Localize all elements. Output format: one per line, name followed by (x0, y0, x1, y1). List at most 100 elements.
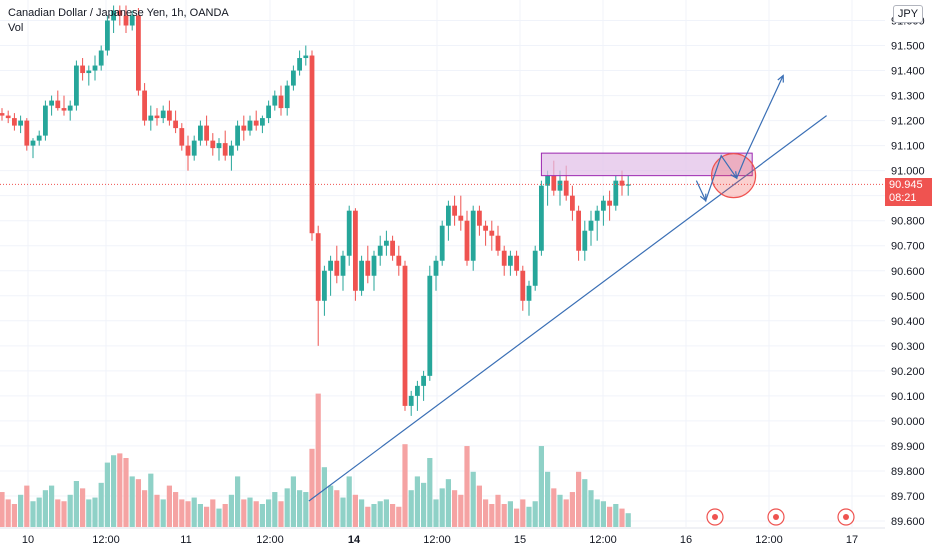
candle-body (551, 175, 557, 191)
candle-body (570, 195, 575, 211)
y-tick-label: 91.500 (891, 41, 925, 53)
volume-bar (346, 476, 352, 527)
volume-bar (545, 471, 551, 527)
y-tick-label: 91.300 (891, 91, 925, 103)
volume-bar (73, 481, 79, 527)
candle-body (483, 225, 488, 231)
candle-body (210, 140, 216, 149)
volume-bar (104, 462, 110, 527)
candle-body (136, 15, 141, 91)
x-tick-label: 11 (180, 534, 191, 546)
candle-body (253, 120, 259, 126)
candle-body (458, 215, 464, 221)
candle-body (526, 285, 532, 301)
candle-body (340, 255, 346, 276)
volume-bar (179, 499, 185, 527)
economic-event-dot (773, 514, 779, 520)
candle-body (117, 10, 123, 16)
symbol-title: Canadian Dollar / Japanese Yen, 1h, OAND… (8, 7, 229, 19)
volume-bar (241, 499, 247, 527)
candle-body (12, 118, 17, 126)
candle-body (67, 105, 73, 111)
volume-bar (259, 504, 265, 527)
volume-bar (396, 506, 402, 527)
candle-body (477, 210, 482, 226)
volume-bar (427, 458, 433, 527)
candle-body (489, 230, 495, 236)
y-tick-label: 91.400 (891, 66, 925, 78)
candle-body (576, 210, 581, 251)
volume-bar (340, 497, 346, 527)
volume-bar (160, 499, 166, 527)
volume-bar (470, 471, 476, 527)
price-axis: 91.60091.50091.40091.30091.20091.10091.0… (891, 16, 925, 529)
y-tick-label: 91.100 (891, 141, 925, 153)
x-tick-label: 12:00 (92, 534, 120, 546)
candle-body (80, 65, 85, 74)
candle-body (291, 70, 296, 86)
candle-body (105, 20, 110, 51)
candle-body (247, 120, 253, 131)
volume-bar (210, 499, 216, 527)
candle-body (315, 233, 321, 301)
y-tick-label: 89.600 (891, 516, 925, 528)
volume-label: Vol (8, 22, 24, 34)
x-tick-label: 17 (846, 534, 858, 546)
x-tick-label: 15 (514, 534, 526, 546)
volume-bar (526, 506, 532, 527)
candle-body (167, 110, 172, 121)
candle-body (173, 120, 178, 129)
candle-body (241, 125, 247, 131)
volume-bar (253, 501, 259, 527)
candle-body (594, 210, 600, 221)
volume-bar (383, 499, 389, 527)
arrow-head-icon (699, 193, 707, 202)
candle-body (402, 265, 408, 406)
currency-badge[interactable]: JPY (893, 5, 923, 23)
candle-body (365, 260, 371, 276)
ascending-trendline[interactable] (308, 115, 827, 502)
candle-body (55, 100, 61, 109)
volume-bar (607, 506, 613, 527)
candle-body (582, 230, 588, 251)
candle-body (98, 50, 104, 66)
volume-bar (235, 476, 241, 527)
volume-bar (98, 482, 104, 527)
candle-body (408, 395, 414, 406)
candle-body (601, 200, 606, 211)
candle-body (514, 255, 519, 271)
candle-body (346, 210, 352, 256)
projection-path[interactable] (695, 75, 784, 203)
y-tick-label: 90.800 (891, 216, 925, 228)
volume-bar (92, 497, 98, 527)
candle-body (446, 205, 451, 226)
x-tick-label: 12:00 (256, 534, 284, 546)
volume-bar (5, 499, 11, 527)
candle-body (396, 255, 402, 266)
volume-bar (266, 499, 272, 527)
volume-bar (445, 479, 451, 527)
volume-bar (173, 492, 179, 527)
volume-bar (55, 499, 61, 527)
grid (0, 0, 885, 527)
volume-bar (24, 485, 30, 527)
volume-bar (408, 490, 414, 527)
time-axis: 10 12:00 11 12:00 14 12:00 15 12:00 16 12:00 17 (0, 527, 885, 546)
candle-body (24, 120, 30, 146)
volume-bar (272, 492, 278, 527)
candle-body (353, 210, 358, 291)
volume-bar (619, 508, 625, 527)
arrow-head-icon (777, 74, 784, 83)
volume-bar (290, 476, 296, 527)
candle-body (322, 270, 327, 301)
highlight-circle[interactable] (710, 153, 757, 199)
volume-bar (532, 501, 538, 527)
volume-bar (135, 479, 141, 527)
x-tick-label: 10 (22, 534, 34, 546)
candle-body (390, 240, 395, 256)
volume-bar (204, 506, 210, 527)
y-tick-label: 89.800 (891, 466, 925, 478)
volume-bar (600, 501, 606, 527)
